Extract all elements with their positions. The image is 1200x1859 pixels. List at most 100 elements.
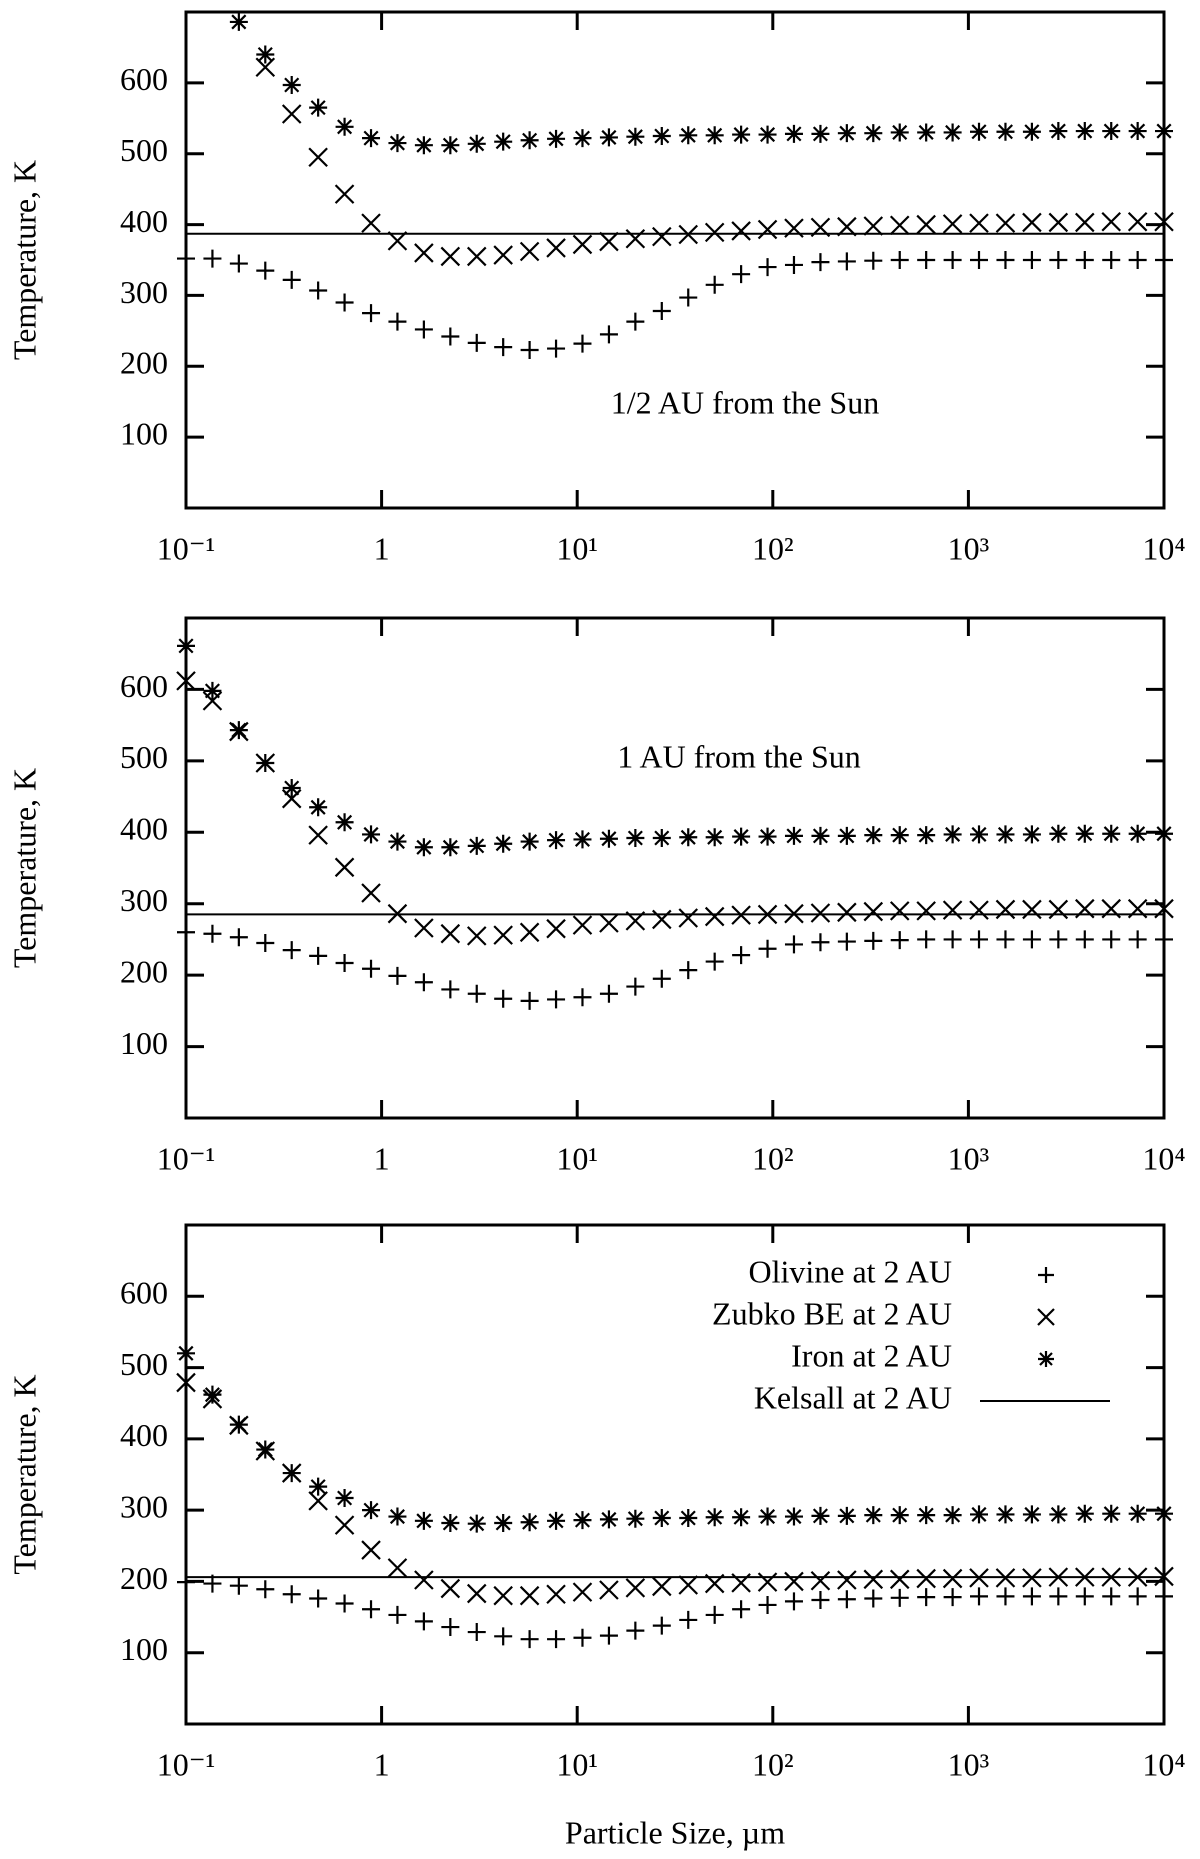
x-tick-label: 10²: [752, 530, 794, 566]
data-point: [281, 104, 302, 124]
data-point: [1155, 1587, 1173, 1606]
data-point: [1075, 824, 1094, 843]
data-point: [388, 1507, 407, 1526]
data-point: [573, 1511, 592, 1530]
data-point: [177, 1344, 195, 1363]
data-point: [309, 281, 328, 300]
data-point: [679, 828, 698, 847]
data-point: [599, 325, 618, 344]
data-point: [1048, 212, 1069, 233]
data-point: [732, 125, 751, 144]
data-point: [705, 275, 724, 294]
data-point: [625, 1578, 646, 1598]
data-point: [361, 1540, 381, 1560]
data-point: [970, 122, 989, 141]
data-point: [943, 1588, 962, 1607]
data-point: [705, 828, 724, 847]
data-point: [917, 1506, 936, 1525]
y-tick-label: 300: [120, 1488, 168, 1524]
data-point: [441, 1513, 460, 1532]
data-point: [282, 779, 301, 797]
x-tick-label: 1: [374, 530, 390, 566]
data-point: [1128, 1504, 1147, 1523]
x-tick-label: 10²: [752, 1140, 794, 1176]
data-point: [890, 826, 909, 845]
x-tick-label: 10⁻¹: [157, 1746, 215, 1782]
data-point: [1155, 122, 1173, 141]
data-point: [625, 228, 646, 249]
data-point: [256, 261, 275, 280]
data-point: [493, 245, 513, 265]
data-point: [811, 933, 830, 952]
data-point: [758, 1595, 777, 1614]
data-point: [309, 1477, 328, 1496]
data-point: [256, 1580, 275, 1599]
data-point: [652, 829, 671, 847]
x-tick-label: 10⁴: [1142, 1140, 1185, 1176]
data-point: [599, 829, 618, 848]
data-point: [970, 1505, 989, 1524]
data-point: [995, 899, 1016, 920]
data-point: [546, 238, 566, 258]
data-point: [917, 1588, 936, 1607]
data-point: [1155, 251, 1173, 269]
data-point: [837, 1570, 857, 1590]
data-point: [440, 923, 461, 944]
x-tick-label: 10³: [948, 1140, 990, 1176]
data-point: [441, 838, 460, 857]
data-point: [520, 131, 539, 150]
data-point: [679, 961, 698, 980]
data-point: [943, 251, 962, 269]
data-point: [1128, 1587, 1147, 1606]
data-point: [520, 340, 539, 359]
data-point: [1102, 122, 1121, 141]
data-point: [837, 932, 856, 951]
data-point: [1022, 122, 1041, 141]
data-point: [652, 1508, 671, 1527]
data-point: [996, 825, 1015, 844]
data-point: [1101, 211, 1122, 232]
data-point: [811, 826, 830, 845]
x-tick-label: 1: [374, 1746, 390, 1782]
data-point: [441, 327, 460, 346]
data-point: [467, 1623, 486, 1642]
data-point: [546, 1584, 566, 1605]
data-point: [362, 1600, 381, 1619]
data-point: [784, 255, 803, 274]
y-tick-label: 200: [120, 345, 168, 381]
data-point: [758, 1507, 777, 1526]
data-point: [308, 147, 328, 168]
data-point: [890, 251, 909, 269]
data-point: [837, 1590, 856, 1609]
data-point: [996, 1505, 1015, 1524]
data-point: [626, 829, 645, 847]
y-tick-label: 200: [120, 1560, 168, 1596]
data-point: [334, 1515, 355, 1535]
data-point: [890, 1506, 909, 1525]
data-point: [889, 215, 910, 236]
data-point: [309, 946, 328, 965]
y-tick-label: 300: [120, 274, 168, 310]
data-point: [1155, 824, 1173, 843]
data-point: [414, 973, 433, 992]
data-point: [414, 1511, 433, 1530]
data-point: [1128, 251, 1147, 269]
data-point: [995, 213, 1016, 233]
data-point: [547, 1630, 566, 1649]
data-point: [837, 826, 856, 845]
data-point: [547, 129, 566, 148]
data-point: [1128, 824, 1147, 843]
data-point: [282, 75, 301, 94]
data-point: [519, 922, 540, 943]
data-point: [494, 989, 513, 1008]
data-point: [440, 1578, 461, 1599]
data-point: [970, 251, 989, 269]
data-point: [1075, 212, 1095, 233]
data-point: [520, 832, 539, 851]
data-point: [572, 915, 593, 935]
data-point: [652, 1616, 671, 1635]
data-point: [1102, 824, 1121, 843]
data-point: [943, 1506, 962, 1525]
data-point: [1102, 1504, 1121, 1523]
